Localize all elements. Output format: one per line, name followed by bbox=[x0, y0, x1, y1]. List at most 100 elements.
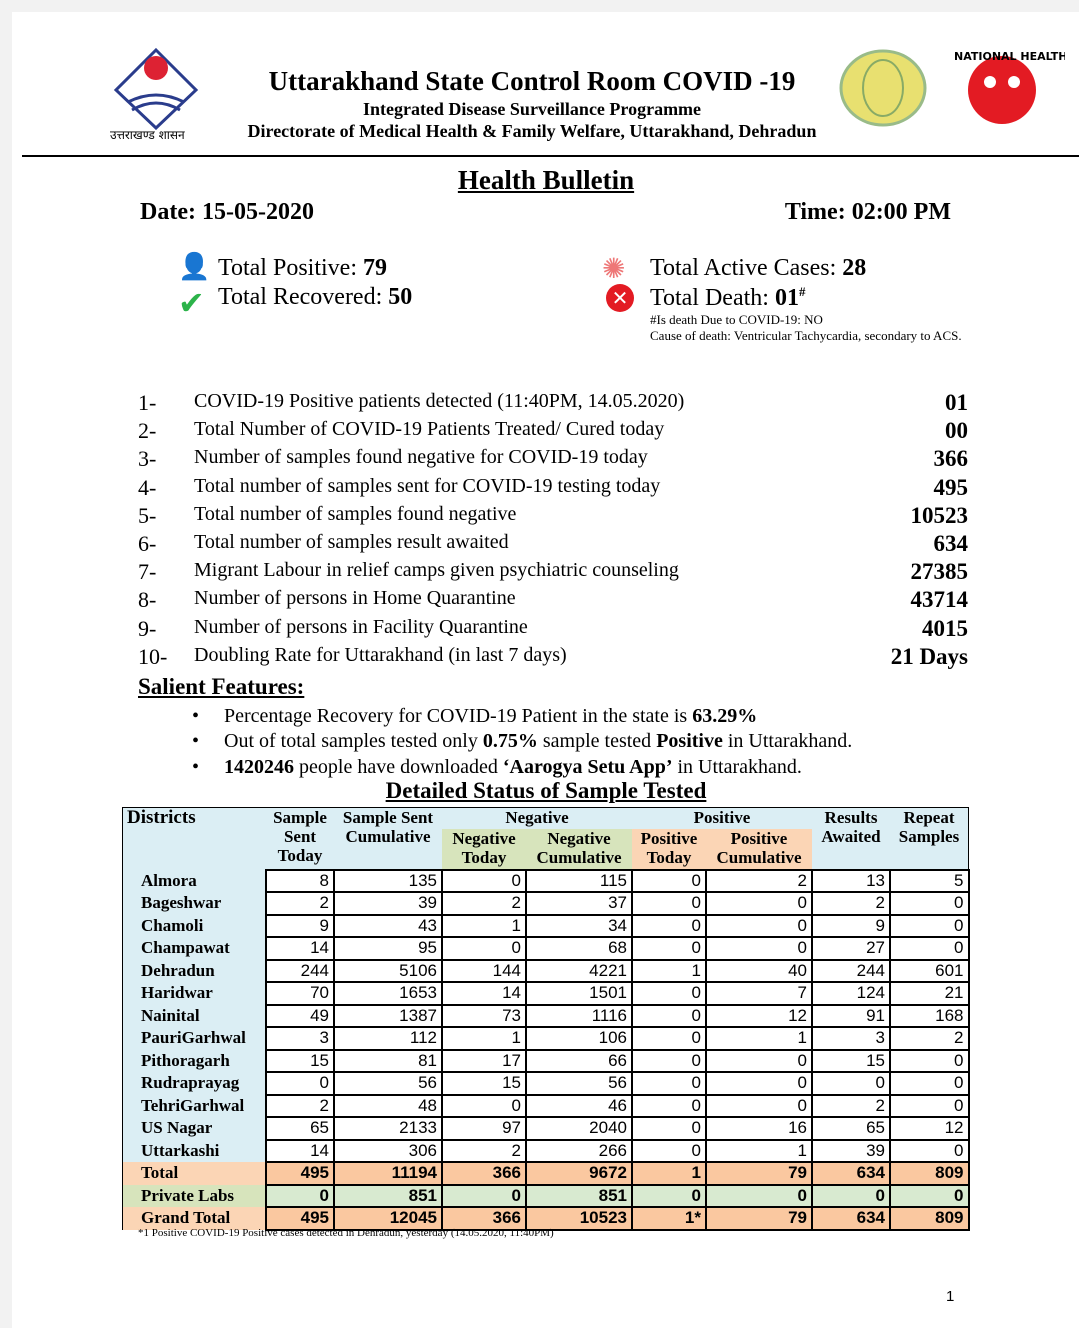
col-sample-sent-cumulative: Sample Sent Cumulative bbox=[334, 807, 442, 870]
item-value: 366 bbox=[933, 446, 969, 472]
table-cell: 5 bbox=[889, 868, 970, 893]
table-cell: 0 bbox=[705, 1071, 813, 1096]
list-item: 9- Number of persons in Facility Quaranti… bbox=[138, 616, 968, 644]
table-cell: 0 bbox=[441, 936, 527, 961]
col-negative: Negative bbox=[442, 807, 632, 829]
table-cell: 0 bbox=[631, 1116, 707, 1141]
table-row: Rudraprayag 0 56 15 56 0 0 0 0 bbox=[122, 1071, 970, 1096]
total-positive-label: Total Positive: bbox=[218, 255, 363, 281]
table-cell: 70 bbox=[265, 981, 335, 1006]
table-cell: 144 bbox=[441, 958, 527, 983]
table-row: Uttarkashi 14 306 2 266 0 1 39 0 bbox=[122, 1138, 970, 1163]
table-cell: 2 bbox=[441, 1138, 527, 1163]
district-name: PauriGarhwal bbox=[122, 1027, 266, 1050]
salient-text: sample tested bbox=[537, 730, 657, 752]
table-cell: 68 bbox=[525, 936, 633, 961]
total-death-label: Total Death: bbox=[650, 285, 775, 311]
table-row: Grand Total 495 12045 366 10523 1* 79 634 809 bbox=[122, 1206, 970, 1231]
subtitle-idsp: Integrated Disease Surveillance Programm… bbox=[362, 99, 702, 119]
table-cell: 46 bbox=[525, 1093, 633, 1118]
total-active: Total Active Cases: 28 bbox=[650, 255, 866, 282]
table-cell: 495 bbox=[265, 1161, 335, 1186]
table-cell: 634 bbox=[811, 1161, 891, 1186]
bulletin-page: उत्तराखण्ड शासन Uttarakhand State Contro… bbox=[12, 12, 1079, 1328]
district-name: Total bbox=[122, 1162, 266, 1185]
table-cell: 0 bbox=[631, 936, 707, 961]
left-logo-caption: उत्तराखण्ड शासन bbox=[110, 128, 185, 142]
header-divider bbox=[22, 155, 1079, 157]
table-cell: 7 bbox=[705, 981, 813, 1006]
table-cell: 79 bbox=[705, 1206, 813, 1231]
col-results-awaited: Results Awaited bbox=[812, 807, 890, 870]
table-cell: 0 bbox=[705, 1183, 813, 1208]
salient-text: Percentage Recovery for COVID-19 Patient… bbox=[224, 705, 693, 727]
table-cell: 0 bbox=[631, 868, 707, 893]
table-cell: 3 bbox=[811, 1026, 891, 1051]
table-cell: 1 bbox=[631, 1161, 707, 1186]
table-cell: 809 bbox=[889, 1206, 970, 1231]
table-cell: 851 bbox=[525, 1183, 633, 1208]
item-text: Number of persons in Facility Quarantine bbox=[194, 615, 528, 638]
table-cell: 91 bbox=[811, 1003, 891, 1028]
table-cell: 168 bbox=[889, 1003, 970, 1028]
table-row: Total 495 11194 366 9672 1 79 634 809 bbox=[122, 1161, 970, 1186]
table-cell: 1 bbox=[631, 958, 707, 983]
table-cell: 12 bbox=[705, 1003, 813, 1028]
table-cell: 73 bbox=[441, 1003, 527, 1028]
table-cell: 809 bbox=[889, 1161, 970, 1186]
table-cell: 0 bbox=[441, 868, 527, 893]
total-recovered-value: 50 bbox=[388, 284, 413, 310]
table-cell: 0 bbox=[265, 1183, 335, 1208]
table-cell: 124 bbox=[811, 981, 891, 1006]
district-name: Haridwar bbox=[122, 982, 266, 1005]
table-cell: 1501 bbox=[525, 981, 633, 1006]
table-cell: 0 bbox=[631, 981, 707, 1006]
table-row: TehriGarhwal 2 48 0 46 0 0 2 0 bbox=[122, 1093, 970, 1118]
item-number: 6- bbox=[138, 531, 157, 556]
item-number: 2- bbox=[138, 418, 157, 444]
globe-logo bbox=[839, 49, 927, 127]
list-item: 7- Migrant Labour in relief camps given p… bbox=[138, 559, 968, 587]
district-name: Pithoragarh bbox=[122, 1049, 266, 1072]
salient-heading: Salient Features: bbox=[138, 674, 305, 699]
salient-text: in Uttarakhand. bbox=[722, 730, 853, 752]
table-cell: 366 bbox=[441, 1206, 527, 1231]
table-cell: 0 bbox=[705, 936, 813, 961]
table-cell: 12045 bbox=[333, 1206, 443, 1231]
bulletin-time: Time: 02:00 PM bbox=[784, 199, 951, 225]
table-cell: 9672 bbox=[525, 1161, 633, 1186]
table-row: Nainital 49 1387 73 1116 0 12 91 168 bbox=[122, 1003, 970, 1028]
table-cell: 1 bbox=[705, 1138, 813, 1163]
table-cell: 2 bbox=[811, 891, 891, 916]
death-mark: # bbox=[798, 284, 806, 299]
total-death: Total Death: 01# bbox=[650, 284, 805, 312]
item-number: 8- bbox=[138, 587, 157, 613]
table-cell: 0 bbox=[889, 1183, 970, 1208]
table-cell: 4221 bbox=[525, 958, 633, 983]
table-cell: 14 bbox=[265, 936, 335, 961]
table-cell: 0 bbox=[889, 1071, 970, 1096]
table-cell: 2 bbox=[265, 891, 335, 916]
salient-text: in Uttarakhand. bbox=[672, 756, 802, 778]
list-item: 10- Doubling Rate for Uttarakhand (in las… bbox=[138, 644, 968, 672]
death-note-line2: Cause of death: Ventricular Tachycardia,… bbox=[650, 328, 962, 343]
district-name: Private Labs bbox=[122, 1184, 266, 1207]
item-text: Total Number of COVID-19 Patients Treate… bbox=[194, 418, 665, 441]
positivity-percent: 0.75% bbox=[482, 730, 538, 752]
table-cell: 5106 bbox=[333, 958, 443, 983]
salient-item: • 1420246 people have downloaded ‘Aarogy… bbox=[192, 756, 802, 778]
item-value: 495 bbox=[933, 474, 969, 500]
page-number: 1 bbox=[946, 1288, 955, 1305]
list-item: 1- COVID-19 Positive patients detected (1… bbox=[138, 390, 968, 418]
page-title: Uttarakhand State Control Room COVID -19 bbox=[268, 66, 796, 96]
item-number: 4- bbox=[138, 474, 157, 500]
col-positive-today: Positive Today bbox=[632, 828, 706, 870]
checkmark-icon: ✔ bbox=[178, 284, 205, 322]
table-cell: 0 bbox=[631, 1183, 707, 1208]
download-count: 1420246 bbox=[224, 756, 295, 778]
table-cell: 0 bbox=[631, 1026, 707, 1051]
table-cell: 1 bbox=[705, 1026, 813, 1051]
table-row: Champawat 14 95 0 68 0 0 27 0 bbox=[122, 936, 970, 961]
table-cell: 2133 bbox=[333, 1116, 443, 1141]
table-cell: 10523 bbox=[525, 1206, 633, 1231]
